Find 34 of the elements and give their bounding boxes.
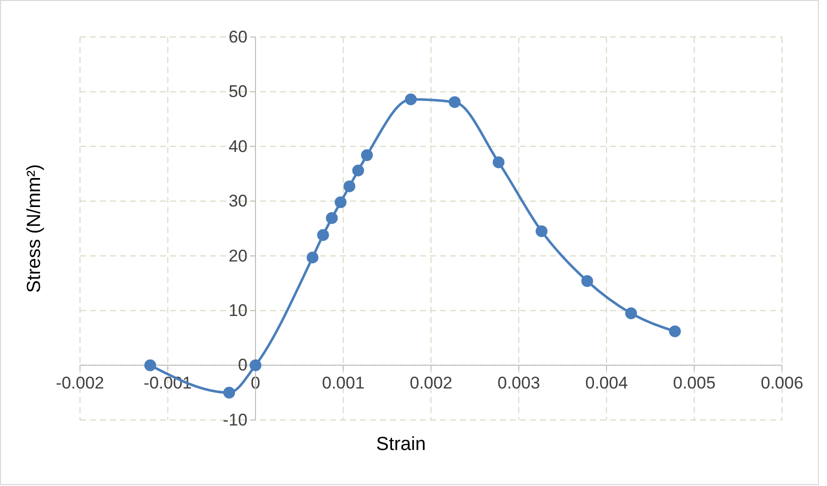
x-tick-label: 0.003 bbox=[497, 374, 540, 393]
point bbox=[334, 196, 347, 208]
point bbox=[317, 229, 329, 241]
point bbox=[144, 359, 156, 372]
point bbox=[536, 225, 548, 238]
y-tick-label: 40 bbox=[228, 136, 248, 156]
point bbox=[361, 149, 373, 162]
y-tick-label: 10 bbox=[228, 301, 248, 320]
x-tick-label: 0.005 bbox=[672, 374, 716, 393]
y-tick-label: 50 bbox=[228, 82, 248, 102]
point bbox=[669, 325, 681, 338]
point bbox=[448, 96, 461, 108]
point bbox=[326, 212, 338, 224]
y-tick-label: 60 bbox=[228, 27, 248, 46]
x-axis-title: Strain bbox=[376, 434, 426, 455]
point bbox=[352, 164, 364, 176]
point bbox=[404, 93, 417, 106]
x-tick-label: 0.004 bbox=[585, 374, 628, 393]
y-tick-label: 0 bbox=[238, 356, 248, 375]
point bbox=[250, 359, 262, 372]
point bbox=[343, 180, 356, 192]
x-tick-label: -0.002 bbox=[56, 374, 104, 393]
x-tick-label: 0.001 bbox=[322, 374, 365, 393]
y-tick-label: 20 bbox=[228, 246, 248, 266]
x-tick-label: 0.002 bbox=[410, 374, 452, 393]
y-tick-label: -10 bbox=[222, 410, 248, 430]
point bbox=[223, 386, 236, 399]
point bbox=[492, 156, 504, 168]
y-axis-title: Stress (N/mm²) bbox=[24, 164, 45, 293]
point bbox=[581, 275, 594, 287]
x-tick-label: 0.006 bbox=[760, 374, 804, 393]
point bbox=[625, 307, 637, 320]
y-tick-label: 30 bbox=[228, 192, 248, 211]
point bbox=[306, 252, 318, 264]
